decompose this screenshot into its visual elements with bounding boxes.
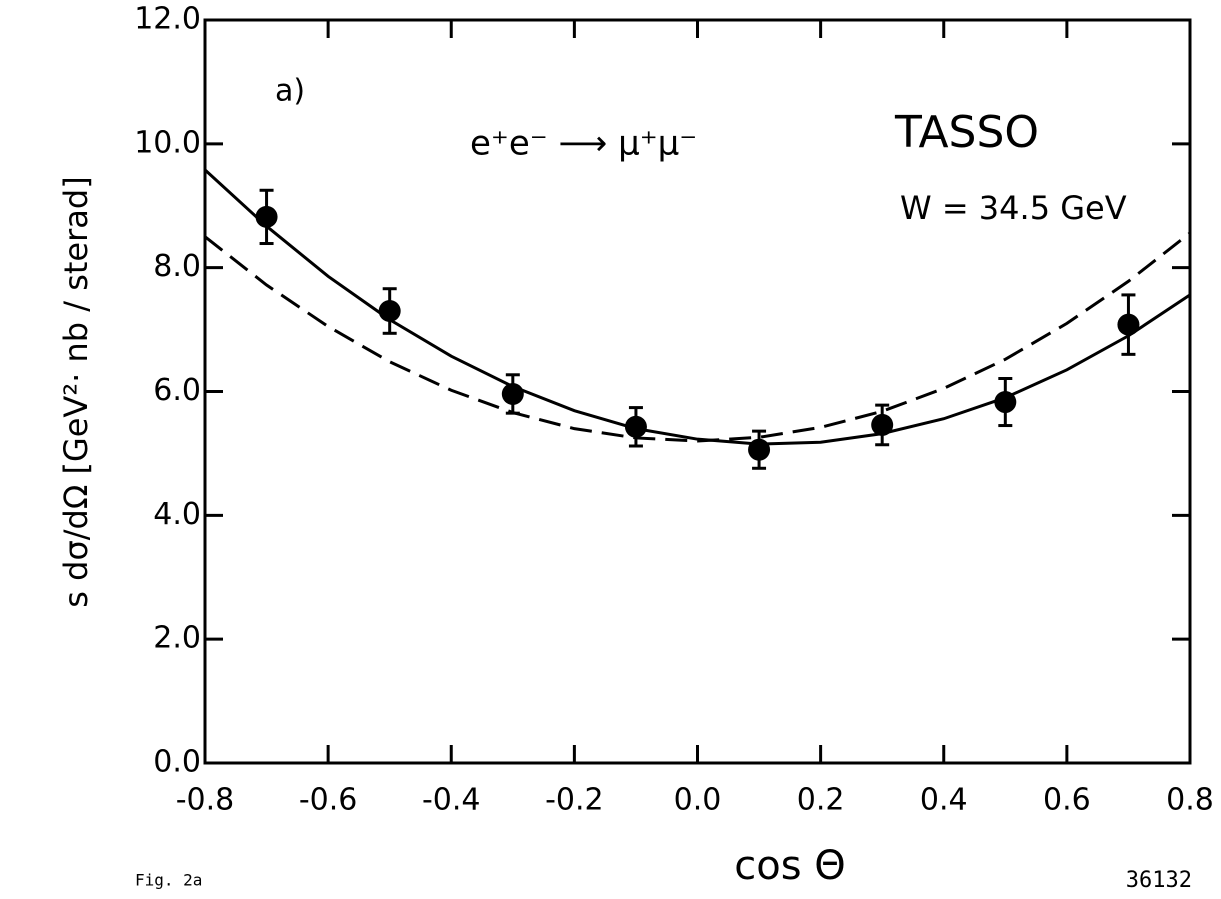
annotation: TASSO xyxy=(894,107,1039,158)
plot-frame xyxy=(203,18,1192,765)
x-tick-label: 0.0 xyxy=(674,783,722,818)
data-point xyxy=(624,415,647,438)
data-point xyxy=(378,300,401,323)
figure-label: Fig. 2a xyxy=(135,871,202,890)
annotation: e⁺e⁻ ⟶ μ⁺μ⁻ xyxy=(470,124,697,164)
data-point xyxy=(501,382,524,405)
x-tick-label: -0.4 xyxy=(422,783,481,818)
y-tick-label: 10.0 xyxy=(134,125,201,160)
fit-curve xyxy=(204,231,1191,443)
y-tick-label: 6.0 xyxy=(153,373,201,408)
y-tick-label: 0.0 xyxy=(153,745,201,780)
x-tick-label: 0.6 xyxy=(1043,783,1091,818)
x-tick-label: 0.8 xyxy=(1166,783,1214,818)
y-tick-label: 4.0 xyxy=(153,497,201,532)
y-tick-label: 8.0 xyxy=(153,249,201,284)
data-point xyxy=(255,205,278,228)
data-point xyxy=(1117,313,1140,336)
data-point xyxy=(871,413,894,436)
x-tick-label: 0.2 xyxy=(797,783,845,818)
y-tick-label: 2.0 xyxy=(153,621,201,656)
annotation: W = 34.5 GeV xyxy=(900,189,1127,227)
data-point xyxy=(994,391,1017,414)
x-tick-label: -0.8 xyxy=(176,783,235,818)
y-axis-label: s dσ/dΩ [GeV²· nb / sterad] xyxy=(57,176,95,607)
figure-number: 36132 xyxy=(1126,868,1192,893)
x-tick-label: -0.2 xyxy=(545,783,604,818)
x-tick-label: -0.6 xyxy=(299,783,358,818)
fit-curve xyxy=(203,168,1191,446)
y-tick-label: 12.0 xyxy=(134,2,201,37)
x-axis-label: cos Θ xyxy=(734,843,846,889)
x-tick-label: 0.4 xyxy=(920,783,968,818)
annotation: a) xyxy=(275,74,305,109)
data-point xyxy=(748,438,771,461)
